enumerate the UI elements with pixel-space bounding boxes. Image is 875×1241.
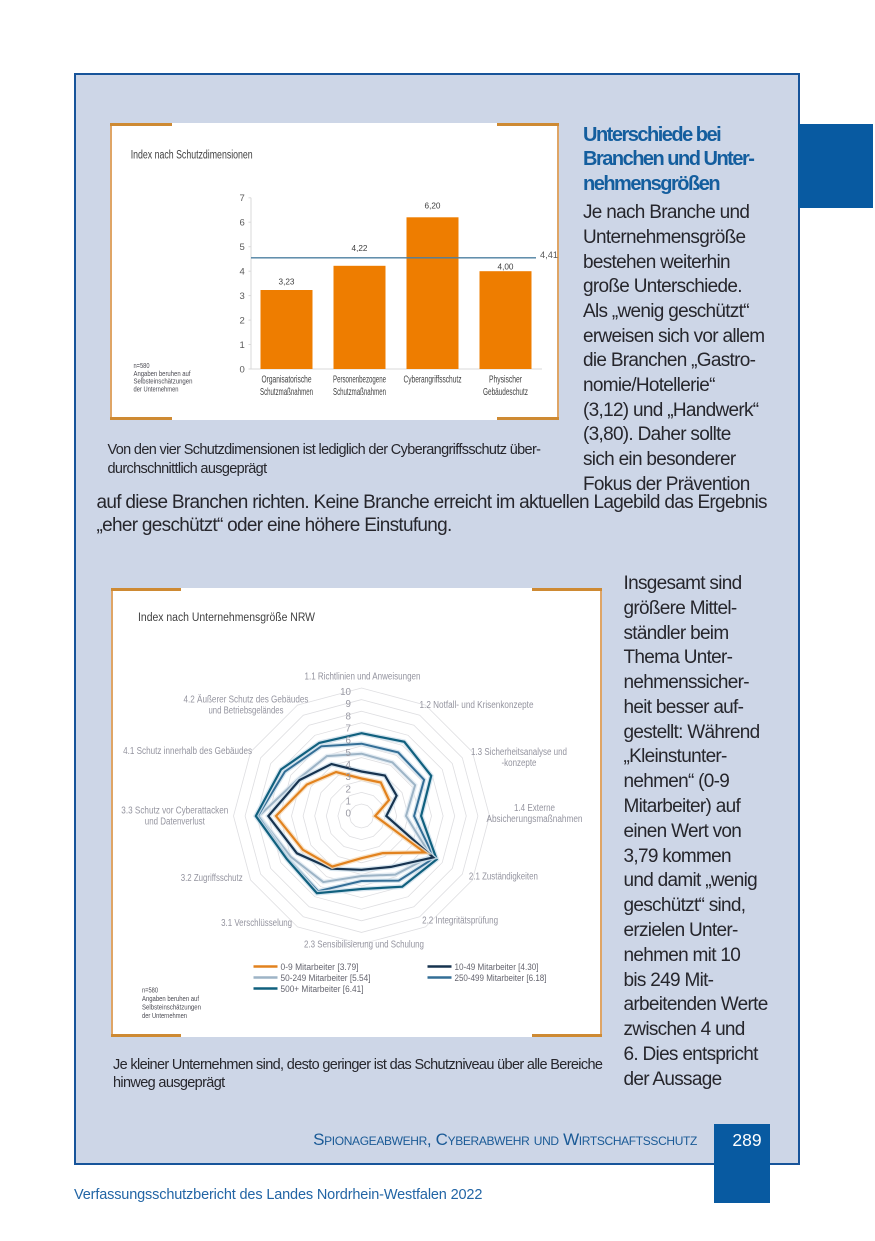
svg-text:2.2 Integritätsprüfung: 2.2 Integritätsprüfung: [422, 916, 498, 927]
svg-text:4,00: 4,00: [497, 261, 513, 271]
svg-text:5: 5: [239, 242, 244, 253]
svg-text:9: 9: [345, 699, 350, 710]
svg-text:2: 2: [239, 315, 244, 326]
svg-text:7: 7: [239, 193, 244, 204]
svg-text:4.2 Äußerer Schutz des Gebäude: 4.2 Äußerer Schutz des Gebäudes: [183, 695, 308, 706]
svg-text:6: 6: [239, 218, 244, 229]
svg-text:10: 10: [340, 687, 351, 698]
svg-text:Index nach Unternehmensgröße N: Index nach Unternehmensgröße NRW: [138, 612, 315, 624]
svg-text:500+ Mitarbeiter [6.41]: 500+ Mitarbeiter [6.41]: [280, 984, 363, 994]
svg-text:50-249 Mitarbeiter [5.54]: 50-249 Mitarbeiter [5.54]: [280, 973, 370, 983]
svg-text:1.2 Notfall- und Krisenkonzept: 1.2 Notfall- und Krisenkonzepte: [419, 700, 533, 711]
svg-text:6: 6: [345, 736, 351, 747]
svg-text:0-9 Mitarbeiter [3.79]: 0-9 Mitarbeiter [3.79]: [280, 962, 358, 972]
svg-text:4,41: 4,41: [540, 250, 558, 261]
svg-text:1: 1: [345, 797, 350, 808]
svg-text:2.3 Sensibilisierung und Schul: 2.3 Sensibilisierung und Schulung: [304, 940, 424, 951]
svg-text:8: 8: [345, 711, 351, 722]
svg-text:6,20: 6,20: [424, 200, 440, 210]
svg-text:3: 3: [345, 772, 351, 783]
svg-text:1.1 Richtlinien und Anweisunge: 1.1 Richtlinien und Anweisungen: [304, 672, 420, 683]
svg-text:Physischer: Physischer: [489, 375, 522, 386]
svg-text:1.4 Externe: 1.4 Externe: [514, 803, 555, 814]
svg-text:3: 3: [239, 291, 244, 302]
svg-text:Schutzmaßnahmen: Schutzmaßnahmen: [333, 387, 386, 398]
svg-text:Gebäudeschutz: Gebäudeschutz: [483, 387, 528, 398]
svg-text:10-49 Mitarbeiter [4.30]: 10-49 Mitarbeiter [4.30]: [454, 962, 538, 972]
svg-text:Organisatorische: Organisatorische: [261, 375, 311, 386]
svg-text:Selbsteinschätzungen: Selbsteinschätzungen: [142, 1003, 201, 1012]
svg-text:7: 7: [345, 724, 350, 735]
svg-text:1.3 Sicherheitsanalyse und: 1.3 Sicherheitsanalyse und: [471, 747, 567, 758]
svg-text:Index nach Schutzdimensionen: Index nach Schutzdimensionen: [130, 150, 252, 162]
svg-text:4,22: 4,22: [351, 243, 367, 253]
svg-text:Cyberangriffsschutz: Cyberangriffsschutz: [403, 375, 461, 386]
svg-text:Selbsteinschätzungen: Selbsteinschätzungen: [133, 377, 192, 386]
svg-text:0: 0: [239, 364, 244, 375]
svg-text:und Betriebsgeländes: und Betriebsgeländes: [208, 706, 283, 717]
svg-text:2: 2: [345, 784, 350, 795]
svg-text:der Unternehmen: der Unternehmen: [133, 384, 178, 393]
svg-text:n=580: n=580: [142, 986, 158, 995]
svg-text:n=580: n=580: [133, 361, 149, 370]
svg-text:2.1 Zuständigkeiten: 2.1 Zuständigkeiten: [468, 872, 537, 883]
svg-text:Schutzmaßnahmen: Schutzmaßnahmen: [260, 387, 313, 398]
svg-text:250-499 Mitarbeiter [6.18]: 250-499 Mitarbeiter [6.18]: [454, 973, 546, 983]
svg-text:Personenbezogene: Personenbezogene: [333, 375, 386, 386]
svg-text:Angaben beruhen auf: Angaben beruhen auf: [142, 994, 200, 1003]
svg-text:-konzepte: -konzepte: [501, 758, 536, 769]
svg-text:Absicherungsmaßnahmen: Absicherungsmaßnahmen: [486, 814, 582, 825]
svg-text:4: 4: [345, 760, 351, 771]
svg-text:4: 4: [239, 267, 244, 278]
svg-text:der Unternehmen: der Unternehmen: [142, 1011, 187, 1020]
svg-text:1: 1: [239, 340, 244, 351]
svg-text:3.3 Schutz vor Cyberattacken: 3.3 Schutz vor Cyberattacken: [121, 806, 228, 817]
svg-text:3.1 Verschlüsselung: 3.1 Verschlüsselung: [221, 918, 292, 929]
svg-text:4.1 Schutz innerhalb des Gebäu: 4.1 Schutz innerhalb des Gebäudes: [123, 746, 252, 757]
svg-text:3.2 Zugriffsschutz: 3.2 Zugriffsschutz: [180, 873, 242, 884]
svg-text:Angaben beruhen auf: Angaben beruhen auf: [133, 369, 191, 378]
svg-text:3,23: 3,23: [278, 277, 294, 287]
svg-text:und Datenverlust: und Datenverlust: [144, 817, 204, 828]
svg-text:5: 5: [345, 748, 351, 759]
svg-text:0: 0: [345, 809, 351, 820]
